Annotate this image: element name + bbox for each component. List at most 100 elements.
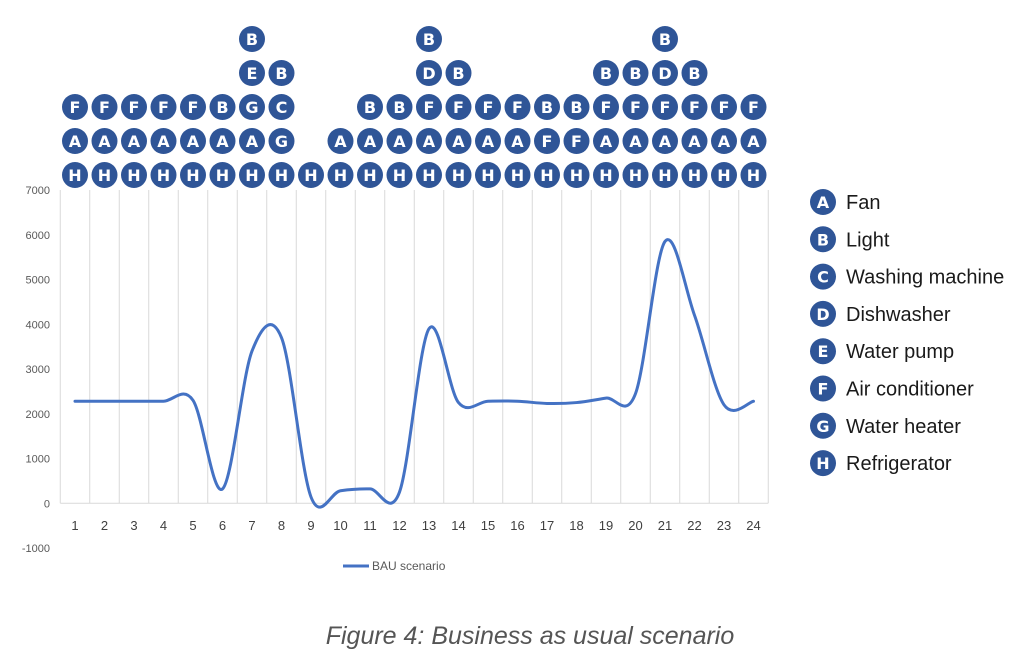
- badge-circle: [91, 162, 118, 188]
- appliance-badge: H: [475, 162, 501, 188]
- badge-letter: F: [719, 98, 730, 117]
- appliance-badge: F: [711, 94, 737, 120]
- x-tick-label: 21: [658, 518, 672, 533]
- badge-letter: F: [99, 98, 110, 117]
- x-tick-label: 6: [219, 518, 226, 533]
- appliance-badge: H: [563, 162, 590, 188]
- appliance-legend-item: F Air conditioner: [810, 375, 974, 402]
- appliance-badge: H: [681, 162, 708, 188]
- badge-circle: [740, 94, 767, 120]
- series-line: [73, 238, 755, 509]
- badge-circle: [652, 128, 678, 154]
- badge-circle: [504, 94, 531, 120]
- badge-circle: [534, 162, 560, 188]
- badge-circle: [593, 60, 619, 86]
- badge-letter: A: [246, 132, 259, 151]
- appliance-legend-item: C Washing machine: [810, 263, 1004, 290]
- badge-circle: [445, 128, 472, 154]
- x-tick-label: 10: [333, 518, 347, 533]
- badge-letter: H: [688, 166, 701, 185]
- appliance-badge: A: [180, 128, 206, 154]
- badge-letter: F: [748, 98, 759, 117]
- appliance-badge: H: [386, 162, 413, 188]
- badge-circle: [121, 128, 147, 154]
- badge-circle: [681, 162, 708, 188]
- y-tick-label: 2000: [26, 409, 50, 421]
- y-tick-label: 3000: [26, 364, 50, 376]
- appliance-badge: H: [180, 162, 206, 188]
- appliance-badge: F: [534, 128, 560, 154]
- legend-badge-circle: [810, 189, 836, 215]
- appliance-badge: D: [652, 60, 678, 86]
- appliance-badge: H: [652, 162, 678, 188]
- appliance-badge: F: [563, 128, 590, 154]
- appliance-badge: A: [416, 128, 442, 154]
- x-tick-label: 16: [510, 518, 524, 533]
- badge-circle: [180, 94, 206, 120]
- badge-letter: H: [304, 166, 317, 185]
- appliance-badge: B: [416, 26, 442, 52]
- appliance-badge: A: [652, 128, 678, 154]
- badge-circle: [268, 94, 295, 120]
- legend-badge-letter: H: [816, 454, 829, 473]
- legend-label: Refrigerator: [846, 453, 952, 475]
- badge-letter: F: [601, 98, 612, 117]
- appliance-badge: A: [91, 128, 118, 154]
- badge-circle: [62, 162, 88, 188]
- legend-label: Water pump: [846, 341, 954, 363]
- badge-letter: F: [630, 98, 641, 117]
- x-tick-label: 11: [363, 518, 377, 533]
- badge-letter: H: [540, 166, 553, 185]
- badge-circle: [652, 26, 678, 52]
- badge-letter: A: [511, 132, 524, 151]
- appliance-badge: H: [298, 162, 324, 188]
- legend-badge-letter: C: [817, 268, 829, 287]
- badge-circle: [386, 94, 413, 120]
- badge-letter: H: [452, 166, 465, 185]
- badge-circle: [239, 26, 265, 52]
- badge-letter: F: [453, 98, 464, 117]
- appliance-badge: A: [504, 128, 531, 154]
- badge-circle: [416, 60, 442, 86]
- appliance-badge: G: [239, 94, 265, 120]
- x-tick-label: 18: [569, 518, 583, 533]
- badge-letter: A: [452, 132, 465, 151]
- legend-label: Washing machine: [846, 267, 1004, 289]
- appliance-badge: H: [534, 162, 560, 188]
- badge-letter: B: [688, 64, 700, 83]
- badge-circle: [239, 94, 265, 120]
- badge-circle: [563, 162, 590, 188]
- badge-letter: B: [393, 98, 405, 117]
- appliance-badge: B: [445, 60, 472, 86]
- badge-letter: F: [512, 98, 523, 117]
- appliance-badge: A: [357, 128, 383, 154]
- badge-letter: C: [276, 98, 288, 117]
- series-legend: BAU scenario: [343, 559, 446, 573]
- badge-circle: [593, 94, 619, 120]
- appliance-legend: A Fan B Light C Washing machine D Dishwasher E Wa…: [810, 189, 1004, 477]
- badge-letter: F: [70, 98, 81, 117]
- badge-circle: [475, 94, 501, 120]
- appliance-badge: F: [121, 94, 147, 120]
- badge-circle: [563, 128, 590, 154]
- appliance-legend-item: E Water pump: [810, 338, 954, 365]
- y-tick-label: 1000: [26, 454, 50, 466]
- badge-letter: A: [128, 132, 141, 151]
- legend-label: Light: [846, 229, 890, 251]
- badge-circle: [150, 94, 177, 120]
- figure-caption: Figure 4: Business as usual scenario: [325, 622, 735, 650]
- appliance-badge: A: [121, 128, 147, 154]
- appliance-badge: B: [209, 94, 236, 120]
- badge-circle: [357, 94, 383, 120]
- badge-circle: [711, 94, 737, 120]
- badge-circle: [209, 128, 236, 154]
- badge-circle: [91, 128, 118, 154]
- badge-letter: A: [423, 132, 436, 151]
- appliance-badge: F: [150, 94, 177, 120]
- badge-circle: [681, 60, 708, 86]
- x-tick-label: 7: [248, 518, 255, 533]
- appliance-badge: A: [445, 128, 472, 154]
- appliance-badge: F: [416, 94, 442, 120]
- appliance-badge: F: [740, 94, 767, 120]
